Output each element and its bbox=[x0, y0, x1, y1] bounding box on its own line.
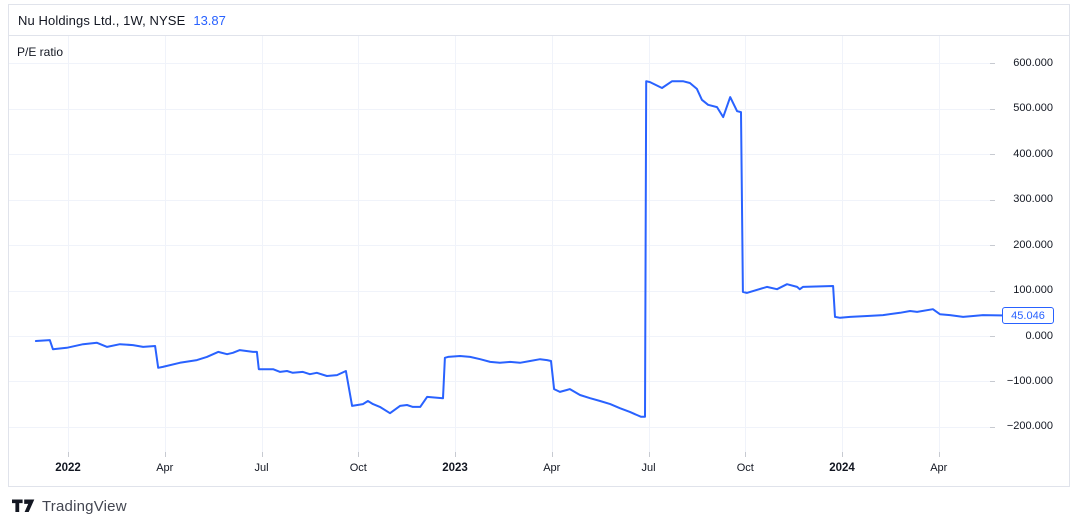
time-axis-label: Apr bbox=[930, 462, 948, 474]
price-axis-label: 500.000 bbox=[1013, 102, 1053, 115]
price-axis-label: 100.000 bbox=[1013, 284, 1053, 297]
price-axis-label: 200.000 bbox=[1013, 238, 1053, 251]
time-axis-label: Oct bbox=[736, 462, 754, 474]
price-axis-label: −200.000 bbox=[1006, 420, 1053, 433]
tradingview-logo-text: TradingView bbox=[42, 497, 127, 515]
time-axis-label: Jul bbox=[254, 462, 269, 474]
last-value-badge: 45.046 bbox=[1002, 307, 1054, 325]
price-axis-label: 300.000 bbox=[1013, 193, 1053, 206]
price-axis-label: −100.000 bbox=[1006, 374, 1053, 387]
pe-ratio-line bbox=[34, 80, 1008, 418]
indicator-label[interactable]: P/E ratio bbox=[17, 45, 64, 59]
time-axis-label: 2024 bbox=[829, 462, 855, 474]
time-axis-label: 2022 bbox=[55, 462, 81, 474]
time-axis-label: 2023 bbox=[442, 462, 468, 474]
time-axis-label: Jul bbox=[641, 462, 656, 474]
time-axis-label: Apr bbox=[543, 462, 561, 474]
time-axis-label: Oct bbox=[349, 462, 367, 474]
price-axis-label: 600.000 bbox=[1013, 56, 1053, 69]
symbol-title[interactable]: Nu Holdings Ltd., 1W, NYSE bbox=[18, 12, 186, 28]
tradingview-logo-icon bbox=[12, 499, 35, 512]
symbol-header: Nu Holdings Ltd., 1W, NYSE 13.87 bbox=[9, 5, 1069, 36]
price-axis-label: 0.000 bbox=[1025, 329, 1053, 342]
time-axis-label: Apr bbox=[156, 462, 174, 474]
tradingview-attribution[interactable]: TradingView bbox=[12, 495, 127, 517]
price-axis-label: 400.000 bbox=[1013, 147, 1053, 160]
symbol-last-value: 13.87 bbox=[193, 12, 226, 28]
